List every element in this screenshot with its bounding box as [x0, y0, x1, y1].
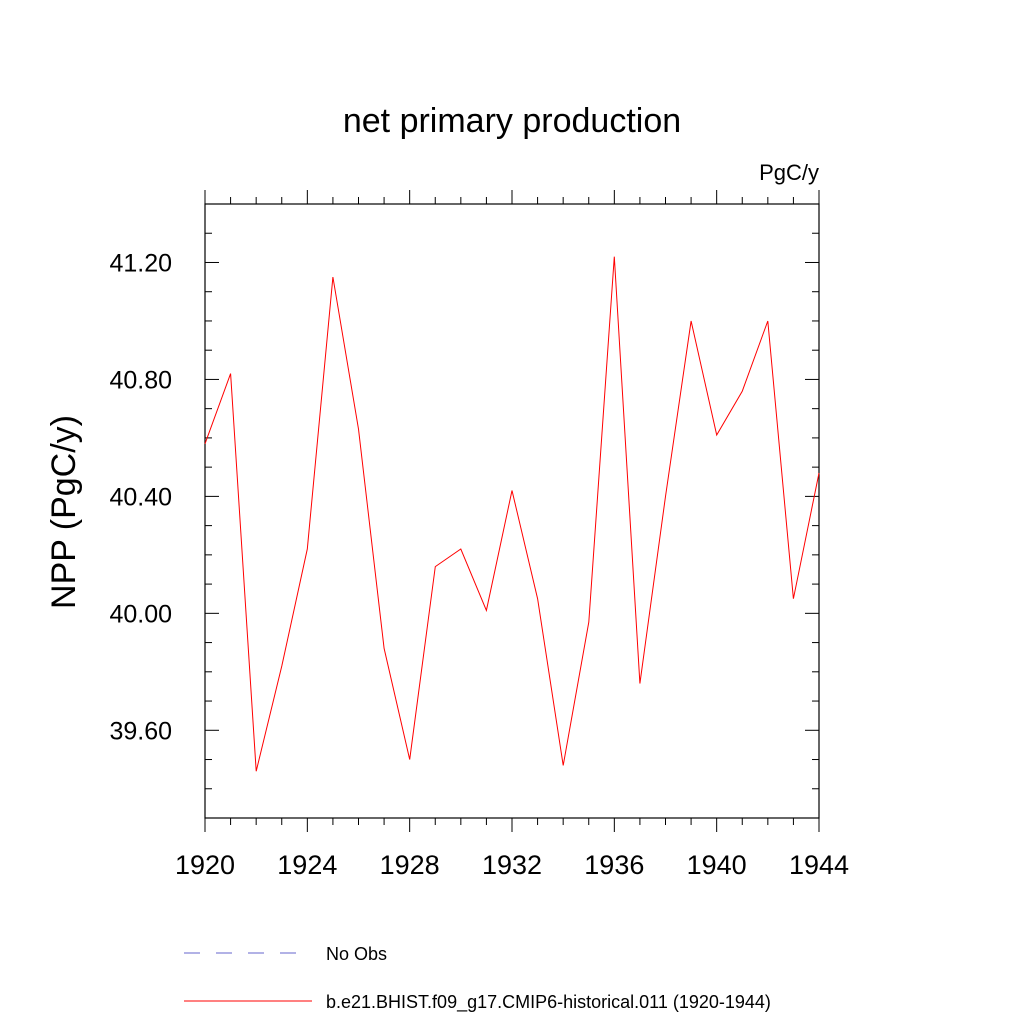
chart-title: net primary production — [343, 102, 681, 140]
y-axis-label: NPP (PgC/y) — [45, 415, 83, 609]
units-label: PgC/y — [759, 160, 819, 185]
x-tick-label: 1932 — [482, 850, 542, 880]
x-tick-label: 1924 — [277, 850, 337, 880]
axes: 1920 1924 1928 1932 1936 1940 1944 39.60 40.00 40… — [109, 190, 849, 880]
legend-item: b.e21.BHIST.f09_g17.CMIP6-historical.011… — [184, 992, 771, 1013]
legend-label: b.e21.BHIST.f09_g17.CMIP6-historical.011… — [326, 992, 771, 1013]
x-tick-label: 1928 — [380, 850, 440, 880]
y-tick-label: 39.60 — [109, 717, 172, 745]
legend-label: No Obs — [326, 944, 387, 964]
y-tick-label: 40.00 — [109, 600, 172, 628]
x-tick-label: 1944 — [789, 850, 849, 880]
x-tick-label: 1920 — [175, 850, 235, 880]
y-tick-label: 41.20 — [109, 249, 172, 277]
series-layer — [204, 256, 820, 772]
x-tick-label: 1940 — [687, 850, 747, 880]
legend-item: No Obs — [184, 944, 387, 964]
plot-frame — [204, 203, 820, 819]
x-tick-label: 1936 — [584, 850, 644, 880]
series-line — [204, 256, 820, 772]
y-tick-label: 40.80 — [109, 366, 172, 394]
y-tick-label: 40.40 — [109, 483, 172, 511]
legend: No Obs b.e21.BHIST.f09_g17.CMIP6-historic… — [184, 944, 771, 1013]
